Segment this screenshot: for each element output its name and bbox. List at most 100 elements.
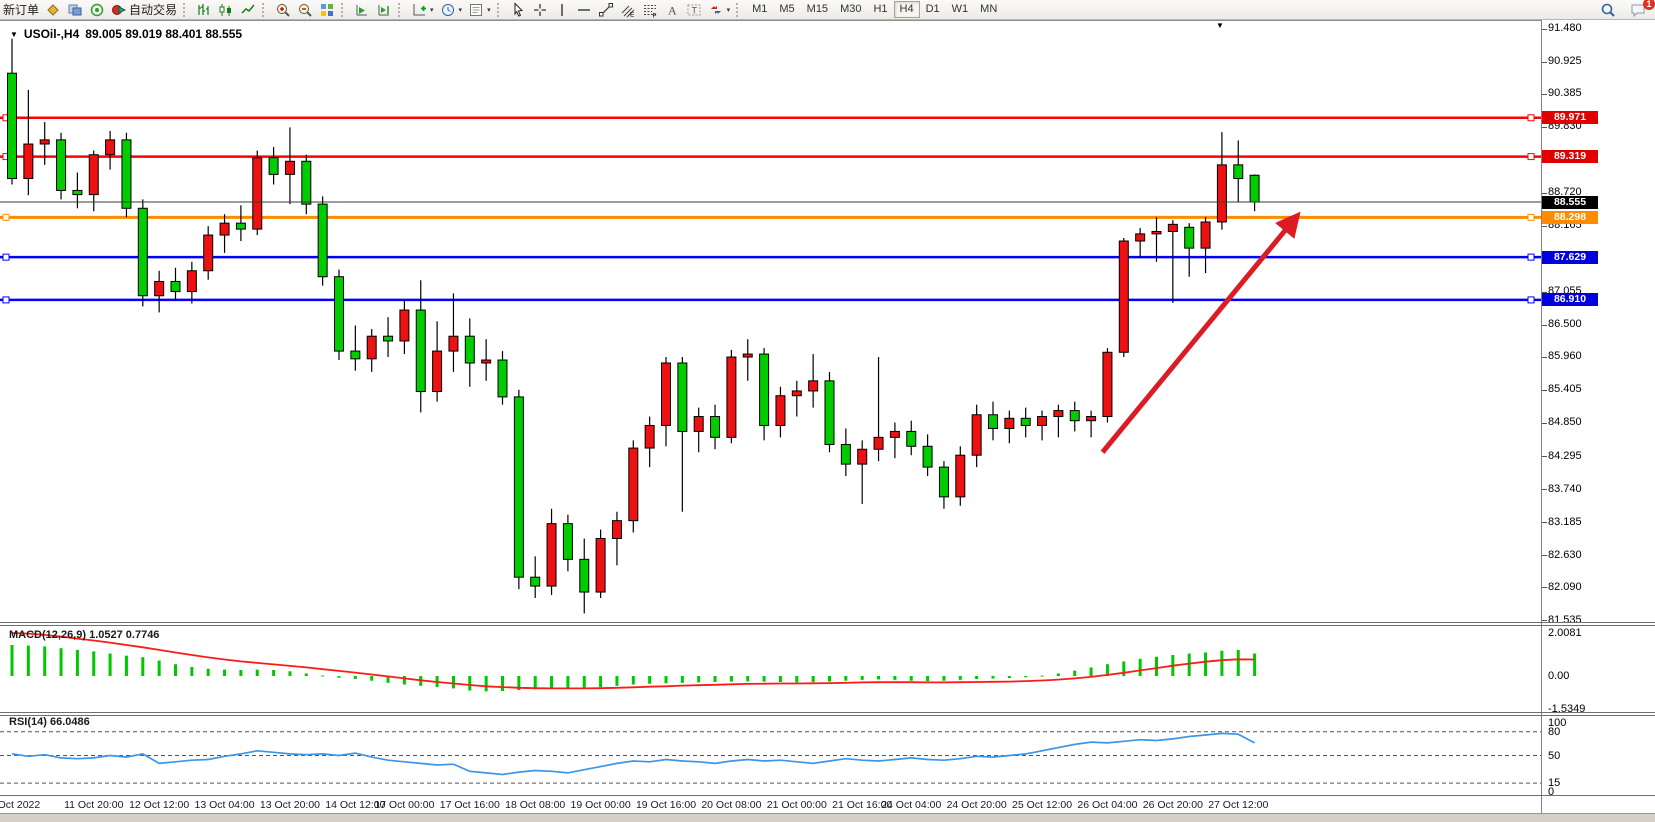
trendline-button[interactable] xyxy=(595,1,617,18)
zoom-out-icon xyxy=(299,3,312,17)
timeframe-D1-button[interactable]: D1 xyxy=(925,3,940,15)
timeframe-W1-button[interactable]: W1 xyxy=(951,3,969,15)
chart-shift-button[interactable] xyxy=(373,1,395,18)
notification-badge: 1 xyxy=(1643,0,1655,10)
time-axis-label: 20 Oct 08:00 xyxy=(701,799,762,811)
search-button[interactable] xyxy=(1597,1,1619,18)
timeframe-M15-button[interactable]: M15 xyxy=(806,3,829,15)
horizontal-line[interactable] xyxy=(0,213,1541,221)
cursor-icon xyxy=(514,1,523,17)
horizontal-line[interactable] xyxy=(0,114,1541,122)
zoom-in-button[interactable] xyxy=(272,1,294,18)
rsi-indicator-plot[interactable] xyxy=(0,716,1541,795)
text-button[interactable]: A xyxy=(661,1,683,18)
timeframe-M30-button[interactable]: M30 xyxy=(840,3,862,15)
tile-windows-button[interactable] xyxy=(316,1,338,18)
price-axis-tick: 90.385 xyxy=(1542,87,1582,100)
fibonacci-button[interactable]: F xyxy=(639,1,661,18)
time-axis-label: 17 Oct 00:00 xyxy=(374,799,435,811)
time-axis-label: 18 Oct 08:00 xyxy=(505,799,566,811)
textA-icon: A xyxy=(668,3,677,17)
bar-chart-button[interactable] xyxy=(193,1,215,18)
autotrade-icon xyxy=(112,4,127,15)
notifications-button[interactable]: 1 xyxy=(1627,0,1655,18)
time-axis-label: 27 Oct 12:00 xyxy=(1208,799,1269,811)
cursor-button[interactable] xyxy=(507,1,529,18)
panel-splitter[interactable] xyxy=(0,622,1655,623)
price-axis-tick: 82.630 xyxy=(1542,548,1582,561)
panel-splitter[interactable] xyxy=(0,625,1655,626)
crosshair-button[interactable] xyxy=(529,1,551,18)
auto-trading-button[interactable]: 自动交易 xyxy=(108,1,180,18)
indicators-button[interactable]: ▾ xyxy=(408,1,437,18)
horizontal-line[interactable] xyxy=(0,253,1541,261)
time-axis-label: 14 Oct 12:00 xyxy=(325,799,386,811)
signals-button[interactable] xyxy=(86,1,108,18)
vertical-line-button[interactable] xyxy=(551,1,573,18)
horizontal-line[interactable] xyxy=(0,296,1541,304)
candlestick-chart-button[interactable] xyxy=(215,1,237,18)
zoom-in-icon xyxy=(277,3,290,17)
crosshair-icon xyxy=(533,3,546,16)
timeframe-H1-button[interactable]: H1 xyxy=(873,3,888,15)
price-axis-tick: 91.480 xyxy=(1542,22,1582,34)
chart-symbol-timeframe: USOil-,H4 xyxy=(23,27,80,41)
timeframe-H4-button[interactable]: H4 xyxy=(893,1,920,18)
profiles-icon xyxy=(68,4,82,15)
textT-icon: T xyxy=(687,4,701,15)
macd-label: MACD(12,26,9) 1.0527 0.7746 xyxy=(9,629,160,641)
line-chart-button[interactable] xyxy=(237,1,259,18)
toolbar-separator xyxy=(341,2,348,17)
panel-splitter[interactable] xyxy=(0,795,1655,796)
hline-icon xyxy=(577,8,590,11)
timeframe-MN-button[interactable]: MN xyxy=(980,3,998,15)
macd-axis-label: -1.5349 xyxy=(1548,702,1586,715)
auto-scroll-button[interactable] xyxy=(351,1,373,18)
time-axis-label: 17 Oct 16:00 xyxy=(439,799,500,811)
periods-button[interactable]: ▾ xyxy=(437,1,466,18)
equidistant-channel-button[interactable]: E xyxy=(617,1,639,18)
profiles-button[interactable] xyxy=(64,1,86,18)
dropdown-caret-icon: ▾ xyxy=(487,6,491,14)
horizontal-line-button[interactable] xyxy=(573,1,595,18)
price-axis-tick: 84.850 xyxy=(1542,416,1582,429)
trend-arrow[interactable] xyxy=(1100,211,1301,454)
rsi-axis-label: 0 xyxy=(1548,786,1555,798)
time-axis-label: 12 Oct 12:00 xyxy=(129,799,190,811)
arrows-button[interactable]: ▾ xyxy=(705,1,734,18)
price-axis-tick: 82.090 xyxy=(1542,580,1582,593)
panel-splitter[interactable] xyxy=(0,712,1655,713)
time-axis-label: 19 Oct 00:00 xyxy=(570,799,631,811)
rsi-axis-label: 100 xyxy=(1548,717,1567,729)
rsi-axis-label: 15 xyxy=(1548,777,1561,790)
templates-button[interactable]: ▾ xyxy=(465,1,494,18)
main-toolbar: 新订单 自动交易 ▾ ▾ ▾ E F A T ▾ M1 M5 M15 M30 H1 H4 D1 W1 MN 1 xyxy=(0,0,1655,20)
text-label-button[interactable]: T xyxy=(683,1,705,18)
timeframe-M5-button[interactable]: M5 xyxy=(779,3,795,15)
price-axis-tick: 86.500 xyxy=(1542,318,1582,331)
svg-text:A: A xyxy=(668,3,677,17)
templates-icon xyxy=(470,3,483,16)
gold-book-icon xyxy=(47,3,59,16)
panel-splitter[interactable] xyxy=(0,715,1655,716)
toolbar-separator xyxy=(496,2,504,17)
fibo-icon: F xyxy=(643,4,656,18)
chart-title: ▼ USOil-,H4 89.005 89.019 88.401 88.555 xyxy=(10,27,242,41)
dropdown-caret-icon: ▾ xyxy=(458,6,463,14)
price-axis-tick: 83.740 xyxy=(1542,482,1582,495)
bars-icon xyxy=(198,3,209,15)
price-chart-plot[interactable] xyxy=(0,22,1541,622)
macd-indicator-plot[interactable] xyxy=(0,628,1541,712)
chart-shift-marker-icon[interactable]: ▼ xyxy=(1216,21,1224,30)
time-axis-label: 21 Oct 00:00 xyxy=(766,799,827,811)
timeframe-M1-button[interactable]: M1 xyxy=(752,3,768,15)
price-axis-tick: 90.925 xyxy=(1542,55,1582,68)
zoom-out-button[interactable] xyxy=(294,1,316,18)
price-badge: 88.298 xyxy=(1542,210,1598,224)
horizontal-line[interactable] xyxy=(0,153,1541,161)
new-order-button[interactable]: 新订单 xyxy=(0,1,42,18)
chart-title-collapse-icon[interactable]: ▼ xyxy=(10,29,18,39)
candlestick-series xyxy=(7,38,1260,614)
charts-gallery-button[interactable] xyxy=(42,1,64,18)
